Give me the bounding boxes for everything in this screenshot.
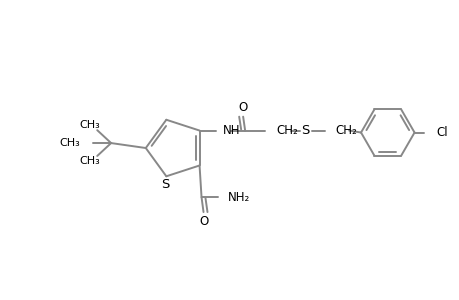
Text: S: S [301, 124, 309, 137]
Text: CH₃: CH₃ [79, 120, 100, 130]
Text: NH: NH [223, 124, 241, 137]
Text: CH₂: CH₂ [335, 124, 356, 137]
Text: Cl: Cl [436, 126, 447, 139]
Text: CH₃: CH₃ [79, 156, 100, 166]
Text: CH₃: CH₃ [60, 138, 80, 148]
Text: CH₂: CH₂ [276, 124, 298, 137]
Text: S: S [161, 178, 169, 191]
Text: O: O [198, 215, 207, 229]
Text: NH₂: NH₂ [228, 191, 250, 204]
Text: O: O [238, 101, 247, 114]
